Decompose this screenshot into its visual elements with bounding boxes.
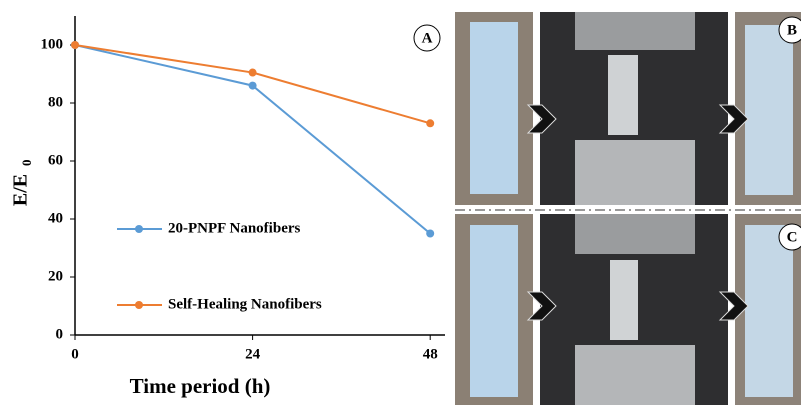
sample-strip <box>745 225 793 397</box>
y-tick-label: 0 <box>56 326 64 342</box>
legend-label: 20-PNPF Nanofibers <box>168 220 301 236</box>
panel-label: C <box>787 229 798 245</box>
y-axis-title-subscript: 0 <box>19 160 34 167</box>
panel-label: A <box>422 30 433 46</box>
y-axis-title-main: E/E <box>10 174 32 206</box>
data-point <box>426 119 434 127</box>
machine-part <box>575 12 695 50</box>
machine-part <box>575 214 695 254</box>
data-point <box>426 230 434 238</box>
x-axis-title: Time period (h) <box>130 374 271 398</box>
legend-marker <box>135 301 143 309</box>
sample-strip <box>470 225 518 397</box>
legend-label: Self-Healing Nanofibers <box>168 296 322 312</box>
legend-marker <box>135 225 143 233</box>
data-point <box>71 41 79 49</box>
y-tick-label: 100 <box>41 36 64 52</box>
data-point <box>249 82 257 90</box>
y-tick-label: 40 <box>48 210 63 226</box>
y-tick-label: 20 <box>48 268 63 284</box>
sample-strip <box>470 22 518 194</box>
data-point <box>249 69 257 77</box>
x-tick-label: 48 <box>423 346 438 362</box>
machine-part <box>575 140 695 205</box>
x-tick-label: 0 <box>71 346 79 362</box>
machine-part <box>575 345 695 405</box>
y-tick-label: 80 <box>48 94 63 110</box>
sample-strip <box>608 55 638 135</box>
x-tick-label: 24 <box>245 346 261 362</box>
figure: B C A Time period (h) E/E 0 0 20 40 60 80 100… <box>0 0 801 405</box>
y-tick-label: 60 <box>48 152 63 168</box>
sample-strip <box>610 260 638 340</box>
panel-label: B <box>787 22 797 38</box>
sample-strip <box>745 25 793 195</box>
